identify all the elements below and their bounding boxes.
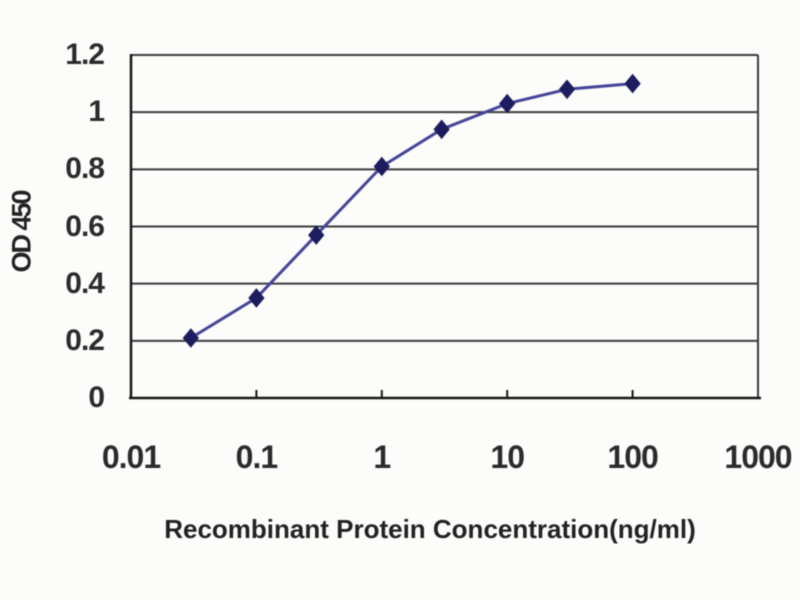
y-tick-label-0.2: 0.2: [65, 323, 105, 357]
y-tick-label-0.4: 0.4: [65, 266, 105, 300]
x-tick-label-1: 1: [373, 439, 391, 475]
x-tick-label-0.1: 0.1: [235, 439, 278, 475]
y-tick-label-0.6: 0.6: [65, 209, 105, 243]
y-axis-title: OD 450: [6, 191, 37, 273]
y-tick-label-0.8: 0.8: [65, 152, 105, 186]
data-point-marker-30: [558, 79, 576, 100]
data-point-marker-3: [433, 119, 450, 140]
y-tick-label-0: 0: [88, 381, 105, 414]
x-axis-title: Recombinant Protein Concentration(ng/ml): [164, 514, 696, 544]
y-tick-label-1: 1: [88, 95, 105, 129]
x-tick-label-100: 100: [607, 439, 658, 475]
x-tick-label-10: 10: [490, 439, 525, 475]
data-point-marker-100: [624, 73, 641, 94]
x-tick-label-0.01: 0.01: [101, 439, 161, 475]
series-line: [189, 82, 635, 340]
data-point-marker-0.03: [182, 328, 199, 348]
x-tick-label-1000: 1000: [724, 439, 792, 475]
data-point-marker-0.3: [308, 225, 325, 245]
data-point-marker-0.1: [248, 288, 265, 308]
data-point-marker-1: [373, 156, 390, 177]
y-tick-label-1.2: 1.2: [65, 38, 105, 71]
data-point-marker-10: [499, 93, 516, 114]
